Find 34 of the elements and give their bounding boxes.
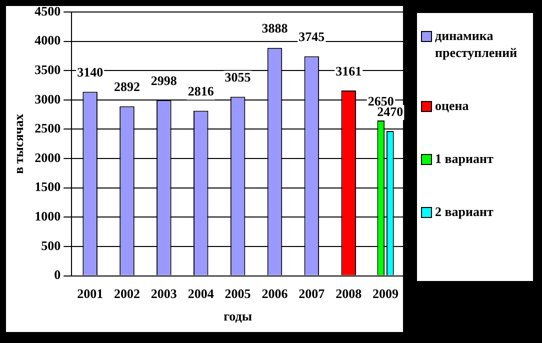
legend-label: оцена: [435, 97, 469, 114]
legend-label: динамика преступлений: [435, 27, 518, 61]
legend-label: 2 вариант: [435, 203, 494, 220]
y-tick-label: 2000: [34, 150, 61, 165]
y-tick-label: 3000: [34, 91, 61, 106]
data-label: 2892: [114, 79, 140, 94]
x-tick-label: 2003: [150, 286, 178, 301]
x-axis-title: годы: [224, 308, 252, 324]
x-tick-label: 2008: [336, 286, 362, 301]
y-tick-label: 3500: [34, 62, 61, 77]
y-axis-title: в тысячах: [11, 113, 26, 174]
x-tick-label: 2006: [262, 286, 288, 301]
data-label: 2998: [150, 72, 178, 88]
data-label: 3745: [298, 29, 326, 44]
data-label: 3140: [77, 64, 104, 80]
x-tick-label: 2004: [188, 286, 214, 301]
data-label: 3055: [224, 70, 252, 85]
y-tick-label: 4500: [34, 3, 61, 18]
x-tick-label: 2002: [114, 286, 140, 301]
y-tick-label: 0: [54, 267, 61, 282]
y-tick-label: 4000: [34, 32, 61, 48]
data-label: 2650: [368, 93, 394, 108]
data-label: 2816: [188, 84, 214, 99]
y-tick-label: 1500: [34, 179, 61, 194]
y-tick-label: 500: [41, 238, 61, 253]
x-tick-label: 2009: [372, 286, 400, 301]
x-tick-label: 2001: [77, 286, 104, 301]
data-label: 3161: [336, 63, 362, 78]
x-tick-label: 2005: [224, 286, 252, 301]
x-tick-label: 2007: [298, 286, 326, 301]
y-tick-label: 2500: [34, 120, 61, 136]
data-label: 3888: [262, 20, 288, 36]
y-tick-label: 1000: [34, 208, 61, 224]
legend-label: 1 вариант: [435, 150, 494, 167]
